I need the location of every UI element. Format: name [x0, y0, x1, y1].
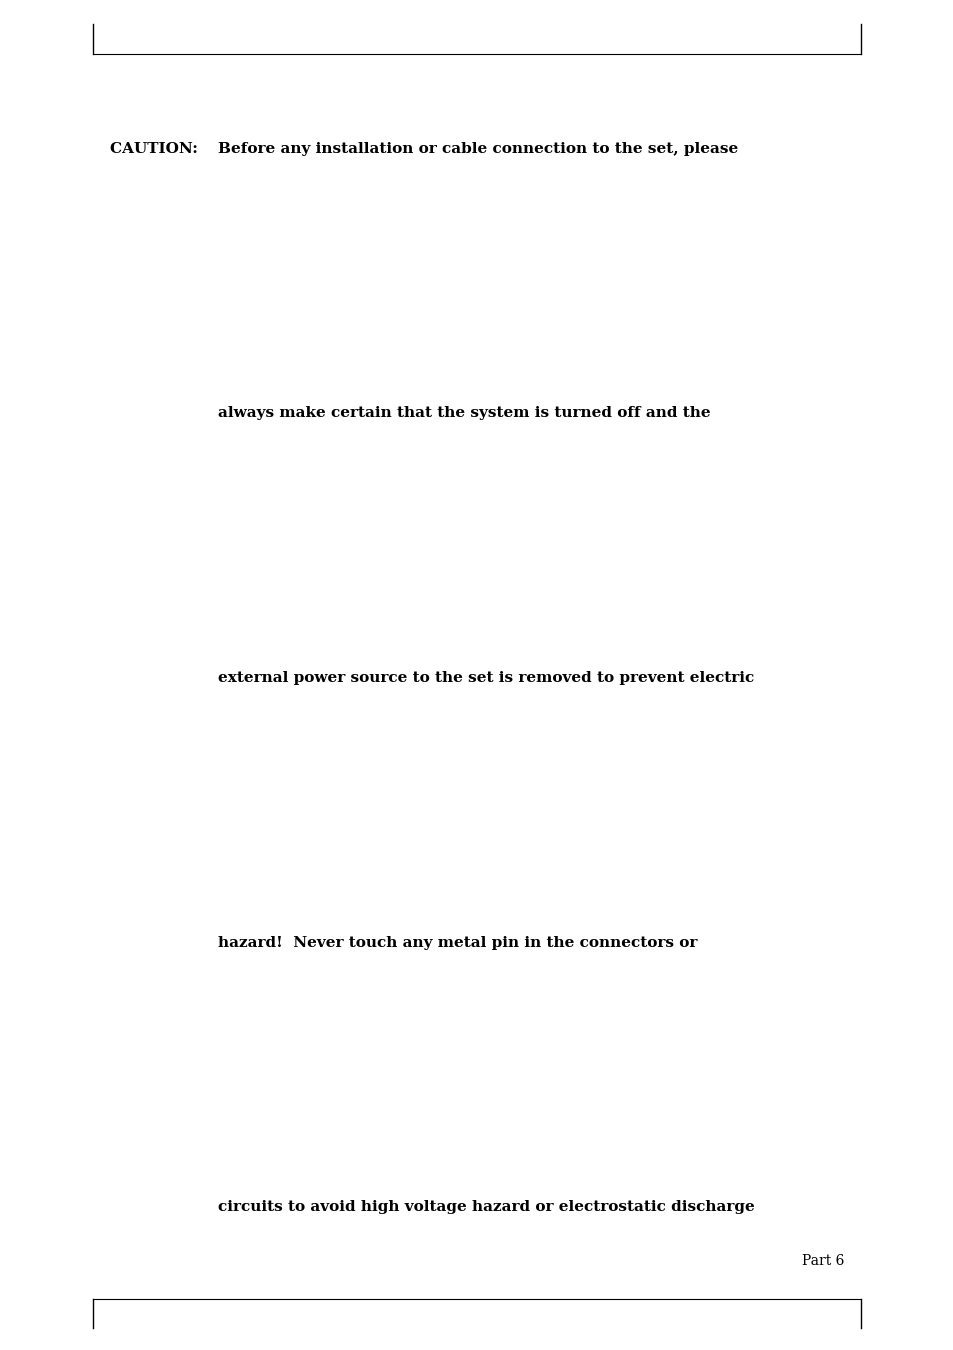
Text: always make certain that the system is turned off and the: always make certain that the system is t… [217, 406, 709, 420]
Text: circuits to avoid high voltage hazard or electrostatic discharge: circuits to avoid high voltage hazard or… [217, 1200, 754, 1214]
Text: Part 6: Part 6 [801, 1254, 843, 1268]
Text: Before any installation or cable connection to the set, please: Before any installation or cable connect… [217, 142, 737, 155]
Text: external power source to the set is removed to prevent electric: external power source to the set is remo… [217, 671, 753, 684]
Text: CAUTION:: CAUTION: [110, 142, 203, 155]
Text: hazard!  Never touch any metal pin in the connectors or: hazard! Never touch any metal pin in the… [217, 936, 696, 949]
